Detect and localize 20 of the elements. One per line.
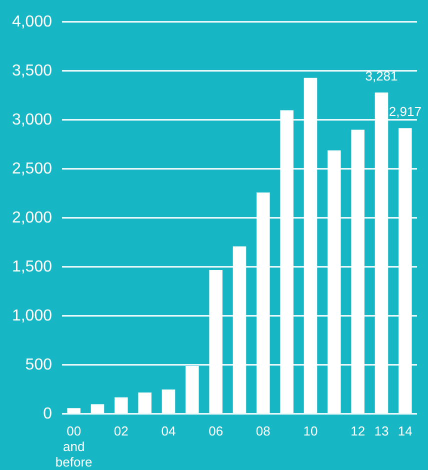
x-tick-label: 12 [350,423,366,438]
y-tick-label: 4,000 [12,13,52,30]
y-tick-label: 3,500 [12,62,52,80]
y-tick-label: 3,000 [12,111,52,128]
y-tick-label: 1,000 [12,307,52,324]
x-tick-label: 04 [161,423,176,438]
x-tick-label: 06 [208,423,224,438]
x-tick-label: 08 [256,423,270,438]
y-tick-label: 2,500 [12,160,52,178]
x-tick-label: 10 [303,423,318,438]
x-tick-label: 00 and before [55,423,92,470]
y-tick-label: 0 [43,405,52,422]
x-tick-label: 02 [114,423,128,438]
y-tick-label: 2,000 [12,209,52,226]
y-tick-label: 1,500 [12,258,52,276]
x-tick-label: 13 [374,423,389,438]
y-tick-label: 500 [25,356,52,374]
x-tick-label: 14 [398,423,412,438]
data-label: 3,281 [365,68,398,84]
data-label: 2,917 [388,104,422,120]
